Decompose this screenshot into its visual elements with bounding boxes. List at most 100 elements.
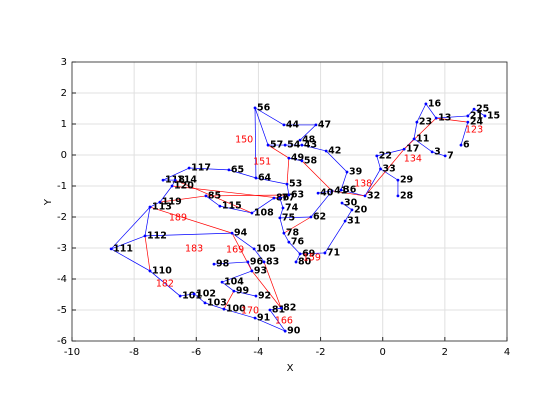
node-label: 112 [147,230,167,241]
node-label: 115 [222,201,242,212]
node [283,329,287,333]
node-label: 11 [416,133,429,144]
nodes: 5644475754434248495865645339414036323020… [109,98,500,337]
node [220,280,224,284]
node-label: 114 [177,175,197,186]
edge [251,270,282,309]
node [300,159,304,163]
edge [425,103,437,119]
node-label: 20 [354,204,368,215]
node [218,204,222,208]
edge [403,117,437,150]
node-label: 36 [343,185,357,196]
edge [301,144,327,152]
node-label: 64 [258,172,272,183]
edge [172,185,280,199]
node-label: 53 [289,179,302,190]
node-label: 28 [400,190,414,201]
edge [111,235,146,250]
node [459,143,463,147]
y-tick-label: -5 [57,305,67,316]
red-node-label: 183 [185,243,203,254]
node-label: 117 [191,163,211,174]
red-node-label: 123 [465,124,483,135]
node [430,150,434,154]
edge [233,290,257,297]
node [415,120,419,124]
edge [436,117,468,123]
node-label: 25 [476,104,489,115]
edge [376,155,381,170]
node [379,167,382,171]
edge [219,205,252,214]
node-label: 58 [304,155,318,166]
edge [213,261,248,265]
node [314,123,318,127]
node [339,188,343,192]
node [285,182,289,186]
node [466,114,470,118]
edge [295,253,301,263]
node-label: 48 [302,135,316,146]
node-label: 63 [291,189,304,200]
y-tick-label: -2 [57,212,67,223]
node-label: 7 [447,150,454,161]
edge [364,168,381,197]
node-label: 103 [207,297,227,308]
x-tick-label: 2 [442,347,448,358]
edge [324,220,346,254]
y-tick-label: 1 [61,119,67,130]
node-label: 85 [208,190,221,201]
node [350,208,354,212]
edge [251,197,275,214]
red-node-label: 151 [253,157,271,168]
node [375,154,379,158]
node-label: 100 [226,304,246,315]
node-label: 80 [298,256,312,267]
node [343,219,347,223]
node-label: 49 [291,153,304,164]
edge [436,115,468,119]
plot-area [72,62,507,341]
edge [473,108,486,117]
edge [269,307,282,311]
node [187,166,191,170]
node [323,251,327,255]
edge [159,195,206,203]
node-label: 22 [379,150,392,161]
edge [144,207,151,236]
node-label: 65 [231,164,244,175]
y-tick-label: 0 [61,150,67,161]
edge [283,216,312,234]
edge [332,190,366,197]
node-label: 6 [463,140,470,151]
node-label: 47 [318,119,331,130]
edges [110,103,486,332]
node [253,106,257,110]
node-label: 57 [270,140,283,151]
node [434,116,438,120]
red-node-label: 170 [241,305,259,316]
edge [416,103,427,123]
edge [231,232,253,272]
node [396,178,400,182]
node [250,269,254,273]
node-label: 101 [182,291,202,302]
edge [149,270,181,297]
node [324,149,328,153]
edge [254,107,285,126]
node [227,168,231,172]
edge [279,216,311,219]
edge [149,201,161,208]
node-label: 33 [383,163,396,174]
edge [144,235,151,271]
red-node-label: 150 [235,135,253,146]
edge [325,150,348,173]
node-label: 108 [254,207,274,218]
red-node-label: 182 [156,278,174,289]
node [340,201,344,205]
node [222,307,226,311]
red-node-label: 166 [275,315,293,326]
node [250,211,254,215]
node [283,143,287,147]
